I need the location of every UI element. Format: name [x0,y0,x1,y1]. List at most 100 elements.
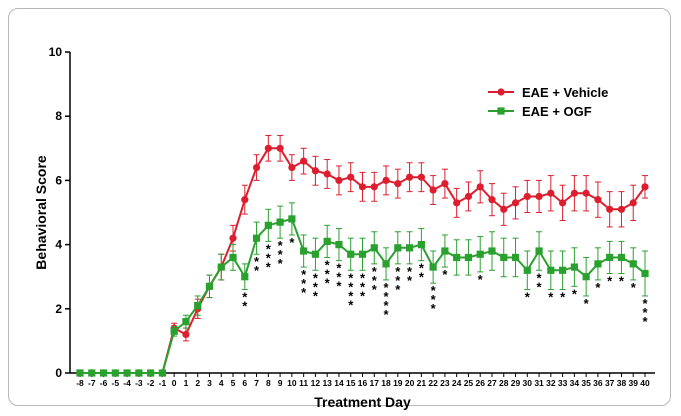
data-point [276,144,284,152]
significance-marker: * [266,241,272,256]
data-point [111,369,119,377]
x-tick-label: 15 [346,378,356,388]
significance-marker: * [548,290,554,305]
x-tick-label: 17 [370,378,380,388]
significance-marker: * [407,273,413,288]
x-tick-label: 16 [358,378,368,388]
significance-marker: * [360,288,366,303]
axes [69,52,655,374]
significance-marker: * [313,288,319,303]
legend: EAE + Vehicle EAE + OGF [488,85,608,119]
significance-marker: * [242,290,248,305]
x-tick-label: -4 [123,378,131,388]
significance-marker: * [372,264,378,279]
data-point [358,183,367,191]
x-tick-label: 22 [428,378,438,388]
significance-marker: * [395,273,401,288]
x-tick-label: 4 [219,378,224,388]
significance-marker: * [631,280,637,295]
data-point [205,282,214,290]
legend-label: EAE + OGF [522,104,592,119]
significance-marker: * [301,267,307,282]
x-tick-label: 18 [381,378,391,388]
data-point [276,218,284,226]
significance-marker: * [384,298,390,313]
significance-marker: * [431,292,437,307]
significance-marker: * [325,257,331,272]
x-tick-label: 2 [195,378,200,388]
x-tick-label: 12 [311,378,321,388]
data-point [629,260,637,268]
y-tick-label: 0 [55,366,62,380]
significance-marker: * [431,301,437,316]
significance-marker: * [395,282,401,297]
data-point [453,253,461,262]
x-tick-label: 10 [287,378,297,388]
x-tick-label: 19 [393,378,403,388]
x-tick-label: 32 [546,378,556,388]
data-point [523,266,531,274]
significance-marker: * [442,267,448,282]
x-tick-label: 26 [475,378,485,388]
significance-marker: * [325,275,331,290]
x-tick-label: 30 [523,378,533,388]
significance-marker: * [313,270,319,285]
data-point [500,253,508,262]
data-point [147,369,155,377]
data-point [158,369,166,377]
data-point [241,273,249,281]
data-point [99,369,108,377]
data-point [464,192,473,201]
significance-marker: * [607,273,613,288]
data-point [335,176,343,184]
data-point [476,183,484,191]
x-tick-label: 20 [405,378,415,388]
data-point [300,247,308,255]
x-axis-ticks: -8 -7 -6 -5 -4 -3 -2 -1 0 1 2 3 4 5 6 7 8 9 10 11 12 13 14 15 16… [76,373,650,388]
significance-marker: * [619,273,625,288]
data-point [288,215,296,223]
data-point [417,241,425,249]
significance-marker: * [407,264,413,279]
data-point [382,176,390,184]
data-point [252,163,261,172]
significance-marker: * [525,290,531,305]
x-tick-label: 27 [487,378,497,388]
x-tick-label: 9 [278,378,283,388]
data-point [441,180,449,188]
significance-marker: * [431,283,437,298]
data-point [252,234,261,242]
x-tick-label: -2 [147,378,155,388]
data-point [382,260,390,268]
y-tick-label: 10 [49,45,63,59]
x-tick-label: 25 [464,378,474,388]
legend-marker [497,88,505,96]
significance-marker: * [642,305,648,320]
data-point [323,237,331,245]
x-tick-label: 35 [581,378,591,388]
significance-marker: * [266,259,272,274]
significance-marker: * [313,279,319,294]
x-tick-label: 14 [334,378,344,388]
significance-marker: * [278,247,284,262]
x-tick-label: 24 [452,378,462,388]
data-point [170,327,178,335]
x-tick-label: 34 [570,378,580,388]
significance-marker: * [278,238,284,253]
data-point [617,205,626,213]
data-point [606,253,614,262]
legend-label: EAE + Vehicle [522,85,608,100]
x-tick-label: 5 [231,378,236,388]
data-point [500,205,508,213]
data-point [76,369,84,377]
data-point [511,253,520,262]
x-tick-label: 29 [511,378,521,388]
data-point [194,301,202,310]
x-tick-label: 0 [172,378,177,388]
data-point [535,247,543,255]
significance-marker: * [560,290,566,305]
significance-marker: * [254,263,260,278]
x-tick-label: 39 [628,378,638,388]
data-point [370,244,378,252]
significance-marker: * [348,279,354,294]
